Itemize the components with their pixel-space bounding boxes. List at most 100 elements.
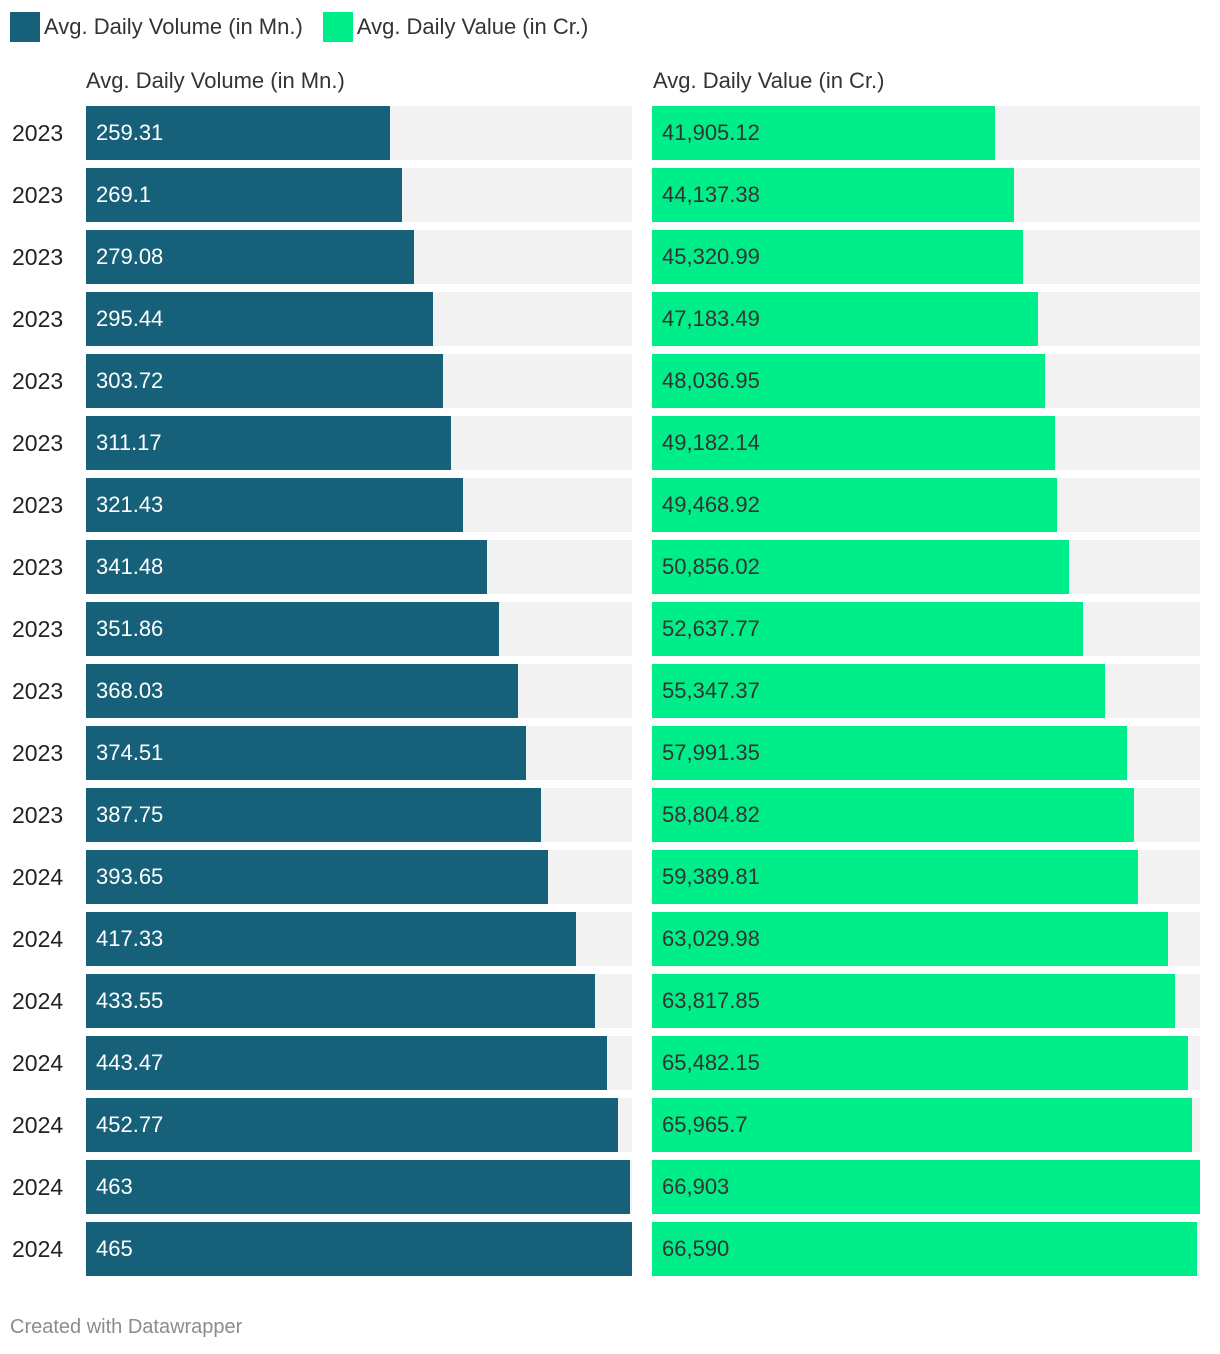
value-bar-track: 49,468.92 xyxy=(652,478,1200,532)
value-bar xyxy=(652,974,1175,1028)
value-bar-label: 49,468.92 xyxy=(662,492,760,517)
volume-bar-track: 433.55 xyxy=(86,974,632,1028)
value-bar-track: 49,182.14 xyxy=(652,416,1200,470)
value-bar-label: 59,389.81 xyxy=(662,864,760,889)
volume-bar-label: 341.48 xyxy=(96,554,164,579)
volume-bar xyxy=(86,540,487,594)
value-bar-label: 41,905.12 xyxy=(662,120,760,145)
volume-bar xyxy=(86,230,414,284)
value-bar-track: 63,817.85 xyxy=(652,974,1200,1028)
value-bar-track: 66,903 xyxy=(652,1160,1200,1214)
volume-bar xyxy=(86,416,451,470)
value-bar-track: 50,856.02 xyxy=(652,540,1200,594)
row-label: 2024 xyxy=(12,1236,64,1262)
volume-bar xyxy=(86,1036,607,1090)
volume-bar-label: 295.44 xyxy=(96,306,164,331)
row-label: 2024 xyxy=(12,1050,64,1076)
volume-bar-track: 465 xyxy=(86,1222,632,1276)
value-bar-label: 52,637.77 xyxy=(662,616,760,641)
row-label: 2023 xyxy=(12,616,64,642)
volume-bar xyxy=(86,106,390,160)
value-bar-label: 55,347.37 xyxy=(662,678,760,703)
volume-bar xyxy=(86,850,548,904)
volume-bar-track: 387.75 xyxy=(86,788,632,842)
value-bar-track: 52,637.77 xyxy=(652,602,1200,656)
volume-bar-label: 269.1 xyxy=(96,182,152,207)
value-bar-label: 66,590 xyxy=(662,1236,730,1261)
value-bar xyxy=(652,602,1083,656)
legend-label-value: Avg. Daily Value (in Cr.) xyxy=(356,14,589,39)
value-bar-track: 44,137.38 xyxy=(652,168,1200,222)
legend-swatch-volume xyxy=(10,12,40,42)
volume-bar-track: 351.86 xyxy=(86,602,632,656)
volume-bar xyxy=(86,168,402,222)
value-panel-title: Avg. Daily Value (in Cr.) xyxy=(653,68,885,93)
volume-bar-track: 452.77 xyxy=(86,1098,632,1152)
value-bar xyxy=(652,788,1134,842)
row-label: 2024 xyxy=(12,1112,64,1138)
value-bar-track: 65,965.7 xyxy=(652,1098,1200,1152)
value-bar xyxy=(652,292,1038,346)
volume-bar-label: 351.86 xyxy=(96,616,164,641)
value-bar xyxy=(652,1160,1200,1214)
volume-bar-label: 433.55 xyxy=(96,988,164,1013)
value-bar-label: 50,856.02 xyxy=(662,554,760,579)
value-bar xyxy=(652,1098,1192,1152)
value-bar xyxy=(652,850,1138,904)
value-bar xyxy=(652,416,1055,470)
volume-panel-title: Avg. Daily Volume (in Mn.) xyxy=(86,68,345,93)
value-bar xyxy=(652,1222,1197,1276)
row-label: 2023 xyxy=(12,554,64,580)
value-bar-label: 47,183.49 xyxy=(662,306,760,331)
value-bar-label: 63,817.85 xyxy=(662,988,760,1013)
row-label: 2023 xyxy=(12,802,64,828)
volume-bar-track: 341.48 xyxy=(86,540,632,594)
value-bar-track: 65,482.15 xyxy=(652,1036,1200,1090)
value-bar xyxy=(652,664,1105,718)
value-bar xyxy=(652,168,1014,222)
volume-bar-label: 465 xyxy=(96,1236,133,1261)
volume-bar-track: 295.44 xyxy=(86,292,632,346)
value-bar-track: 59,389.81 xyxy=(652,850,1200,904)
volume-bar xyxy=(86,602,499,656)
value-bar xyxy=(652,540,1069,594)
row-label: 2024 xyxy=(12,864,64,890)
value-bar-label: 58,804.82 xyxy=(662,802,760,827)
volume-bar-label: 417.33 xyxy=(96,926,164,951)
volume-bar-label: 463 xyxy=(96,1174,133,1199)
value-bar-label: 57,991.35 xyxy=(662,740,760,765)
value-bar-label: 65,482.15 xyxy=(662,1050,760,1075)
volume-bar-label: 452.77 xyxy=(96,1112,164,1137)
volume-bar xyxy=(86,1098,618,1152)
row-label: 2023 xyxy=(12,678,64,704)
row-label: 2024 xyxy=(12,1174,64,1200)
volume-bar-track: 463 xyxy=(86,1160,632,1214)
row-label: 2024 xyxy=(12,988,64,1014)
volume-bar-track: 368.03 xyxy=(86,664,632,718)
value-bar xyxy=(652,1036,1188,1090)
value-bar-track: 41,905.12 xyxy=(652,106,1200,160)
volume-bar-label: 311.17 xyxy=(96,430,162,455)
volume-bar-track: 443.47 xyxy=(86,1036,632,1090)
volume-bar-label: 443.47 xyxy=(96,1050,164,1075)
value-bar-track: 63,029.98 xyxy=(652,912,1200,966)
value-bar xyxy=(652,106,995,160)
value-bar-track: 45,320.99 xyxy=(652,230,1200,284)
volume-bar xyxy=(86,354,443,408)
row-label: 2023 xyxy=(12,430,64,456)
volume-bar-label: 303.72 xyxy=(96,368,164,393)
volume-bar-track: 374.51 xyxy=(86,726,632,780)
legend-swatch-value xyxy=(322,12,353,42)
volume-bar-track: 321.43 xyxy=(86,478,632,532)
row-label: 2024 xyxy=(12,926,64,952)
value-bar-track: 48,036.95 xyxy=(652,354,1200,408)
volume-bar-track: 279.08 xyxy=(86,230,632,284)
volume-bar xyxy=(86,478,463,532)
value-bar xyxy=(652,478,1057,532)
row-label: 2023 xyxy=(12,120,64,146)
row-label: 2023 xyxy=(12,368,64,394)
volume-bar xyxy=(86,912,576,966)
volume-bar xyxy=(86,292,433,346)
volume-bar-label: 393.65 xyxy=(96,864,164,889)
row-label: 2023 xyxy=(12,182,64,208)
